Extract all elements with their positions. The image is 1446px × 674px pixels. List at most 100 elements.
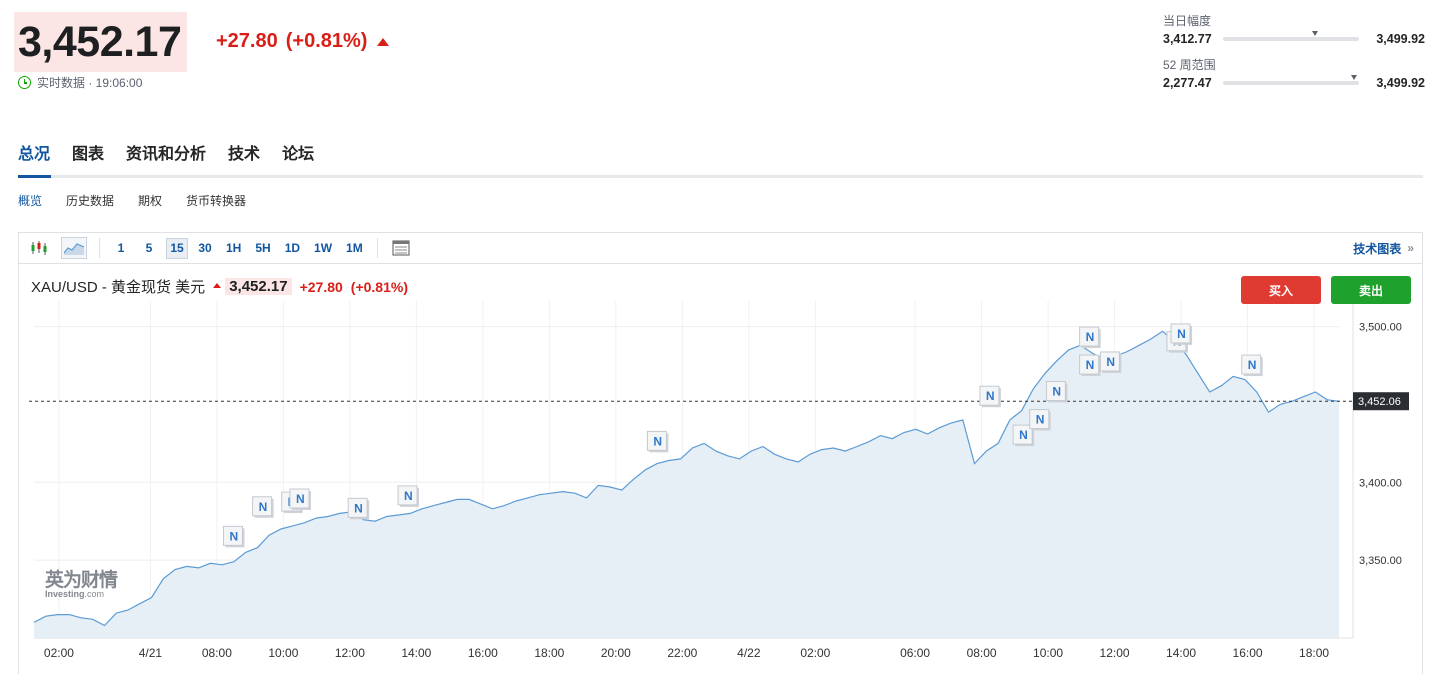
- news-marker-label: N: [1086, 330, 1095, 344]
- tech-chart-label: 技术图表: [1353, 241, 1402, 256]
- news-marker: [1012, 424, 1033, 445]
- tab-chart[interactable]: 图表: [72, 146, 105, 163]
- x-axis-tick-label: 12:00: [1100, 646, 1130, 660]
- news-marker-label: N: [229, 529, 238, 543]
- up-arrow-icon: [377, 37, 390, 46]
- sub-tabs: 概览 历史数据 期权 货币转换器: [18, 192, 246, 209]
- news-marker: [252, 496, 273, 517]
- news-marker: [222, 525, 243, 546]
- chart-change-percent: (+0.81%): [350, 278, 408, 295]
- news-marker-label: N: [1019, 428, 1028, 442]
- news-marker: [1099, 351, 1120, 372]
- news-marker: [397, 485, 418, 506]
- toolbar-separator: [99, 238, 100, 258]
- interval-1d[interactable]: 1D: [284, 241, 301, 255]
- sell-button[interactable]: 卖出: [1331, 276, 1411, 304]
- news-marker-label: N: [1106, 355, 1115, 369]
- last-price: 3,452.17: [18, 18, 182, 66]
- news-marker: [979, 385, 1000, 406]
- x-axis-tick-label: 08:00: [967, 646, 997, 660]
- news-marker-label: N: [1052, 385, 1061, 399]
- x-axis-tick-label: 4/22: [737, 646, 761, 660]
- table-icon[interactable]: [388, 237, 414, 259]
- x-axis-tick-label: 10:00: [268, 646, 298, 660]
- interval-1h[interactable]: 1H: [226, 241, 242, 255]
- candlestick-icon[interactable]: [27, 237, 53, 259]
- news-marker-label: N: [986, 389, 995, 403]
- x-axis-tick-label: 10:00: [1033, 646, 1063, 660]
- x-axis-tick-label: 20:00: [601, 646, 631, 660]
- news-marker-label: N: [1248, 358, 1257, 372]
- tech-chart-link[interactable]: 技术图表 »: [1353, 240, 1414, 257]
- news-marker: [1079, 354, 1100, 375]
- subtab-options[interactable]: 期权: [138, 194, 163, 208]
- news-marker-label: N: [1086, 358, 1095, 372]
- x-axis-tick-label: 08:00: [202, 646, 232, 660]
- week52-range-title: 52 周范围: [1163, 58, 1216, 72]
- news-marker-label: N: [296, 492, 305, 506]
- chart-price: 3,452.17: [225, 278, 292, 295]
- x-axis-tick-label: 02:00: [800, 646, 830, 660]
- interval-1[interactable]: 1: [117, 241, 125, 255]
- y-axis-tick-label: 3,500.00: [1359, 322, 1402, 334]
- x-axis-tick-label: 14:00: [1166, 646, 1196, 660]
- clock-icon: [18, 76, 31, 89]
- logo-text-cn: 英为财情: [45, 570, 118, 591]
- day-range-low: 3,412.77: [1163, 32, 1212, 46]
- price-change: +27.80 (+0.81%): [216, 30, 390, 53]
- double-chevron-right-icon: »: [1407, 241, 1414, 255]
- chart-toolbar: 1 5 15 30 1H 5H 1D 1W 1M 技术图表 »: [19, 233, 1422, 264]
- news-marker: [1045, 381, 1066, 402]
- price-chart[interactable]: 3,500.003,400.003,350.003,452.06NNNNNNNN…: [19, 233, 1424, 674]
- logo-text-en-main: Investing: [45, 589, 85, 599]
- tabs-divider: [18, 175, 1423, 178]
- day-range-bar: [1223, 31, 1359, 41]
- news-marker: [289, 488, 310, 509]
- x-axis-tick-label: 02:00: [44, 646, 74, 660]
- news-marker-label: N: [1177, 327, 1186, 341]
- y-axis-tick-label: 3,400.00: [1359, 477, 1402, 489]
- y-axis-tick-label: 3,350.00: [1359, 555, 1402, 567]
- interval-1w[interactable]: 1W: [314, 241, 333, 255]
- chart-change: +27.80: [299, 278, 343, 295]
- area-chart-icon[interactable]: [61, 237, 87, 259]
- x-axis-tick-label: 4/21: [139, 646, 163, 660]
- tab-overview[interactable]: 总况: [18, 146, 51, 163]
- week52-range-bar: [1223, 75, 1359, 85]
- x-axis-tick-label: 22:00: [667, 646, 697, 660]
- last-price-box: 3,452.17: [14, 12, 188, 72]
- interval-1m[interactable]: 1M: [346, 241, 363, 255]
- main-tabs: 总况 图表 资讯和分析 技术 论坛: [18, 140, 314, 164]
- interval-5h[interactable]: 5H: [255, 241, 271, 255]
- change-percent: (+0.81%): [285, 30, 368, 52]
- interval-5[interactable]: 5: [145, 241, 153, 255]
- subtab-summary[interactable]: 概览: [18, 194, 43, 208]
- x-axis-tick-label: 12:00: [335, 646, 365, 660]
- day-range-high: 3,499.92: [1376, 32, 1425, 46]
- tab-forum[interactable]: 论坛: [282, 146, 315, 163]
- x-axis-tick-label: 16:00: [1233, 646, 1263, 660]
- news-marker-label: N: [1036, 413, 1045, 427]
- news-marker-label: N: [259, 500, 268, 514]
- current-price-label: 3,452.06: [1358, 396, 1401, 408]
- buy-button[interactable]: 买入: [1241, 276, 1321, 304]
- x-axis-tick-label: 18:00: [534, 646, 564, 660]
- week52-range-low: 2,277.47: [1163, 76, 1212, 90]
- week52-range-marker: [1350, 75, 1357, 80]
- price-line: [33, 330, 1340, 627]
- active-tab-indicator: [18, 175, 51, 178]
- subtab-history[interactable]: 历史数据: [66, 194, 115, 208]
- news-marker: [1029, 409, 1050, 430]
- news-marker: [1241, 354, 1262, 375]
- day-range-marker: [1312, 31, 1319, 36]
- interval-30[interactable]: 30: [198, 241, 212, 255]
- realtime-label: 实时数据 · 19:06:00: [37, 76, 143, 90]
- realtime-status: 实时数据 · 19:06:00: [18, 74, 142, 91]
- tab-news-analysis[interactable]: 资讯和分析: [126, 146, 207, 163]
- current-price-label-bg: [1353, 392, 1409, 411]
- logo-text-en: Investing.com: [45, 589, 117, 599]
- tab-technical[interactable]: 技术: [228, 146, 261, 163]
- news-marker-label: N: [404, 489, 413, 503]
- subtab-currency-converter[interactable]: 货币转换器: [186, 194, 247, 208]
- interval-15[interactable]: 15: [166, 237, 188, 259]
